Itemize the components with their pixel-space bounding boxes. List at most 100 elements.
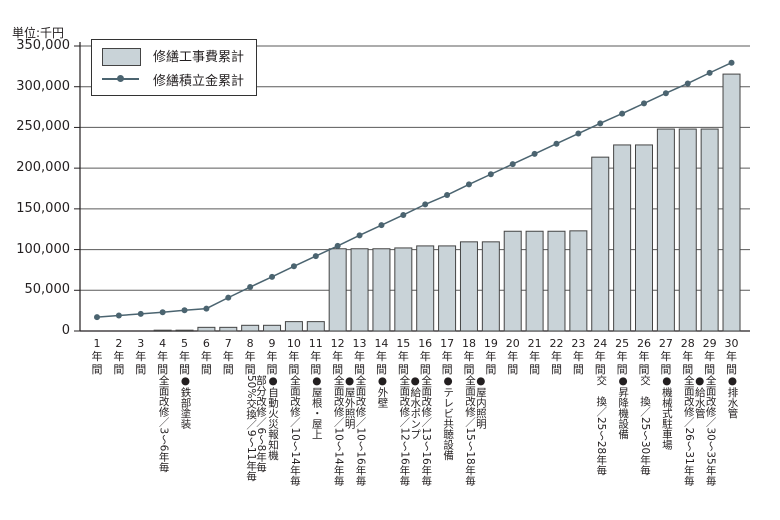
bar	[372, 248, 391, 332]
line-marker	[509, 161, 516, 168]
annotation-label: 全面改修／30～35年毎	[704, 375, 717, 486]
line-marker	[137, 310, 144, 317]
y-tick-label: 100,000	[16, 241, 70, 257]
bar	[438, 245, 457, 332]
x-tick-label: 30 年間	[724, 337, 739, 376]
annotation-label: ●外壁	[376, 375, 389, 408]
x-tick-label: 13 年間	[352, 337, 367, 376]
bar	[459, 241, 478, 332]
annotation-label: ●機械式駐車場	[660, 375, 673, 450]
line-marker	[465, 181, 472, 188]
line-marker	[290, 263, 297, 270]
bar	[306, 321, 325, 332]
annotation-label: 部分改修／6～8年毎	[255, 375, 268, 473]
legend: 修繕工事費累計 修繕積立金累計	[91, 39, 257, 96]
line-marker	[203, 305, 210, 312]
annotation-label: ●昇降機設備	[617, 375, 630, 440]
bar	[656, 128, 675, 332]
x-tick-label: 26 年間	[637, 337, 651, 376]
line-marker	[422, 201, 429, 208]
annotation-label: 交 換／25～30年毎	[639, 375, 651, 476]
annotation-label: 50%交換／9～11年毎	[245, 375, 258, 482]
line-marker	[400, 211, 407, 218]
x-tick-label: 25 年間	[615, 337, 630, 376]
x-tick-label: 27 年間	[658, 337, 673, 376]
annotation-label: 全面改修／10～14年毎	[332, 375, 345, 486]
annotation-label: ●鉄部塗装	[179, 375, 192, 429]
x-tick-label: 10 年間	[286, 337, 301, 376]
bar	[284, 321, 303, 332]
bar	[328, 248, 347, 332]
annotation-label: 全面改修／12～16年毎	[398, 375, 411, 486]
x-tick-label: 23 年間	[571, 337, 586, 376]
bar	[394, 247, 413, 332]
annotation-label: ●排水管	[726, 375, 739, 419]
x-tick-label: 15 年間	[396, 337, 411, 376]
y-tick-label: 250,000	[16, 119, 70, 135]
x-tick-label: 29 年間	[702, 337, 717, 376]
x-tick-label: 24 年間	[593, 337, 608, 376]
bar	[547, 230, 566, 332]
bar	[350, 248, 369, 332]
annotation-label: ●給水ポンプ	[409, 375, 422, 440]
bar	[263, 324, 282, 332]
bar	[678, 128, 697, 332]
y-tick-label: 0	[61, 323, 70, 338]
bar	[525, 230, 544, 332]
bar	[635, 144, 653, 332]
bar	[175, 329, 194, 332]
annotation-label: ●屋根・屋上	[310, 375, 323, 440]
annotation-label: ●屋外照明	[343, 375, 356, 429]
bar	[241, 324, 260, 332]
x-tick-label: 20 年間	[505, 337, 520, 376]
y-tick-label: 50,000	[24, 282, 71, 298]
line-marker	[487, 171, 494, 178]
y-tick-label: 350,000	[16, 38, 70, 53]
x-tick-label: 21 年間	[527, 337, 542, 376]
x-tick-label: 12 年間	[330, 337, 345, 376]
annotation-label: ●屋内照明	[474, 375, 487, 429]
line-marker	[531, 150, 538, 157]
legend-bar-swatch-icon	[102, 48, 141, 66]
line-marker	[247, 284, 254, 291]
annotation-label: ●自動火災報知機	[267, 375, 280, 461]
line-marker	[444, 192, 451, 199]
line-marker	[641, 100, 647, 107]
line-marker	[181, 307, 188, 314]
bar	[416, 245, 435, 332]
x-tick-label: 17 年間	[440, 337, 455, 376]
line-marker	[662, 90, 669, 97]
line-marker	[115, 312, 122, 319]
line-marker	[312, 253, 319, 260]
bar	[503, 230, 522, 332]
legend-label-reserve-fund: 修繕積立金累計	[153, 74, 245, 89]
unit-label: 単位:千円	[12, 26, 65, 40]
legend-line-marker-icon	[117, 75, 124, 82]
y-tick-label: 150,000	[16, 200, 70, 216]
annotation-label: 全面改修／3～6年毎	[157, 375, 170, 473]
bar	[153, 329, 172, 332]
x-tick-label: 14 年間	[374, 337, 389, 376]
line-marker	[575, 130, 582, 137]
line-marker	[356, 232, 363, 239]
y-tick-label: 300,000	[16, 78, 70, 94]
bar	[722, 73, 741, 332]
bar	[613, 144, 632, 332]
annotation-label: 全面改修／15～18年毎	[463, 375, 476, 486]
line-marker	[269, 273, 276, 280]
line-marker	[94, 314, 100, 321]
bar	[569, 230, 588, 332]
annotation-label: ●テレビ共聴設備	[442, 375, 455, 461]
line-marker	[684, 80, 691, 87]
bar	[197, 326, 216, 332]
